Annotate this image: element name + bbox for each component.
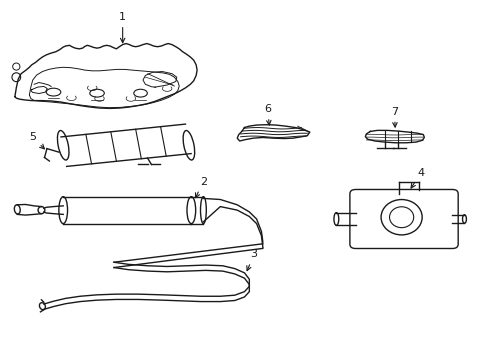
Text: 5: 5 (29, 132, 44, 149)
Text: 3: 3 (246, 249, 257, 271)
Text: 1: 1 (119, 12, 126, 43)
Text: 4: 4 (410, 168, 424, 188)
Text: 2: 2 (195, 177, 206, 198)
Text: 6: 6 (264, 104, 271, 125)
Text: 7: 7 (390, 107, 397, 127)
